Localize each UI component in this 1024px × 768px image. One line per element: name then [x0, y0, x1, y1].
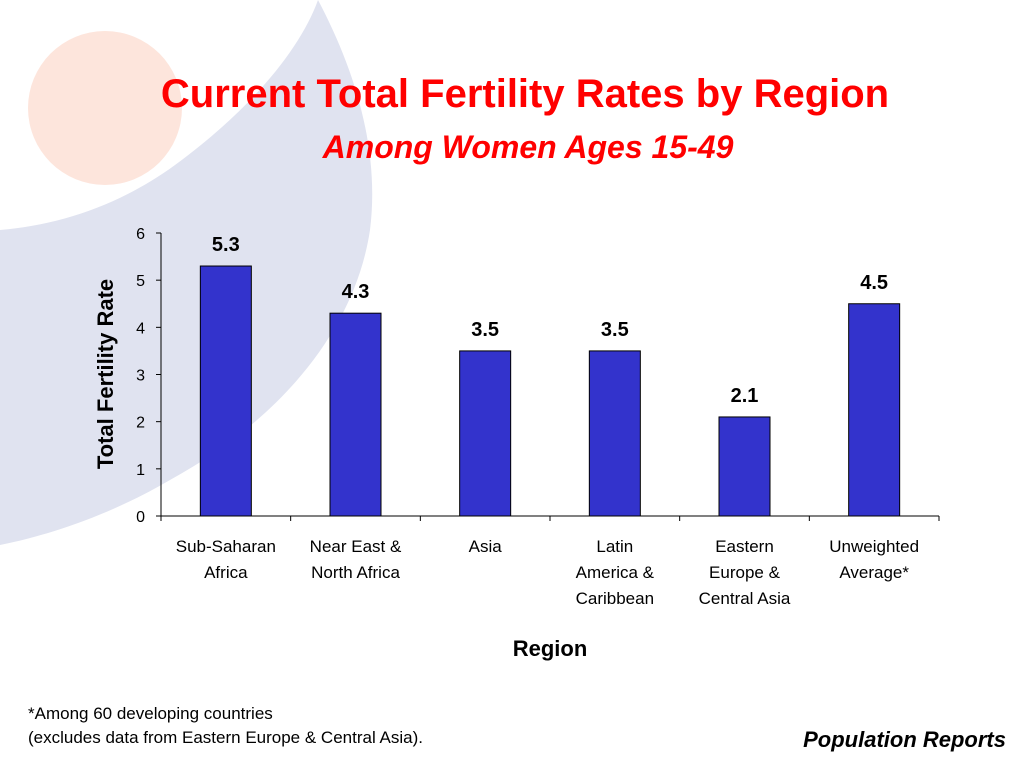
footnote-line-1: *Among 60 developing countries	[28, 704, 273, 723]
data-labels: 5.3 4.3 3.5 3.5 2.1 4.5	[212, 234, 888, 407]
decor-circle	[28, 31, 182, 185]
bars	[199, 265, 901, 517]
y-tick-label: 0	[136, 509, 145, 526]
y-tick-label: 4	[136, 320, 145, 337]
y-tick-label: 3	[136, 368, 145, 385]
data-label: 5.3	[212, 234, 240, 256]
x-axis-ticks	[160, 516, 940, 521]
x-tick-label: Asia	[469, 537, 503, 556]
data-label: 3.5	[471, 319, 499, 341]
data-label: 3.5	[601, 319, 629, 341]
data-label: 4.3	[342, 281, 370, 303]
chart-subtitle: Among Women Ages 15-49	[322, 129, 734, 165]
y-tick-label: 6	[136, 226, 145, 243]
x-axis-label: Region	[513, 636, 588, 661]
y-axis-ticks: 0 1 2 3 4 5 6	[136, 226, 161, 526]
chart-title: Current Total Fertility Rates by Region	[160, 72, 890, 116]
x-tick-label: Near East & North Africa	[310, 537, 402, 582]
source-credit: Population Reports	[803, 727, 1006, 752]
bar	[718, 416, 771, 517]
x-axis-tick-labels: Sub-Saharan Africa Near East & North Africa…	[176, 537, 919, 608]
y-tick-label: 5	[136, 273, 145, 290]
bar	[588, 350, 641, 517]
y-tick-label: 1	[136, 462, 145, 479]
footnote-line-2: (excludes data from Eastern Europe & Cen…	[28, 728, 423, 747]
bar	[199, 265, 252, 517]
x-tick-label: Sub-Saharan Africa	[176, 537, 276, 582]
y-axis-label: Total Fertility Rate	[93, 279, 118, 469]
data-label: 2.1	[731, 385, 759, 407]
y-tick-label: 2	[136, 415, 145, 432]
decor-arc	[0, 0, 373, 545]
x-tick-label: Eastern Europe & Central Asia	[699, 537, 791, 608]
x-tick-label: Latin America & Caribbean	[576, 537, 655, 608]
data-label: 4.5	[860, 272, 888, 294]
bar	[459, 350, 512, 517]
bar	[848, 303, 901, 517]
bar	[329, 312, 382, 517]
x-tick-label: Unweighted Average*	[829, 537, 919, 582]
